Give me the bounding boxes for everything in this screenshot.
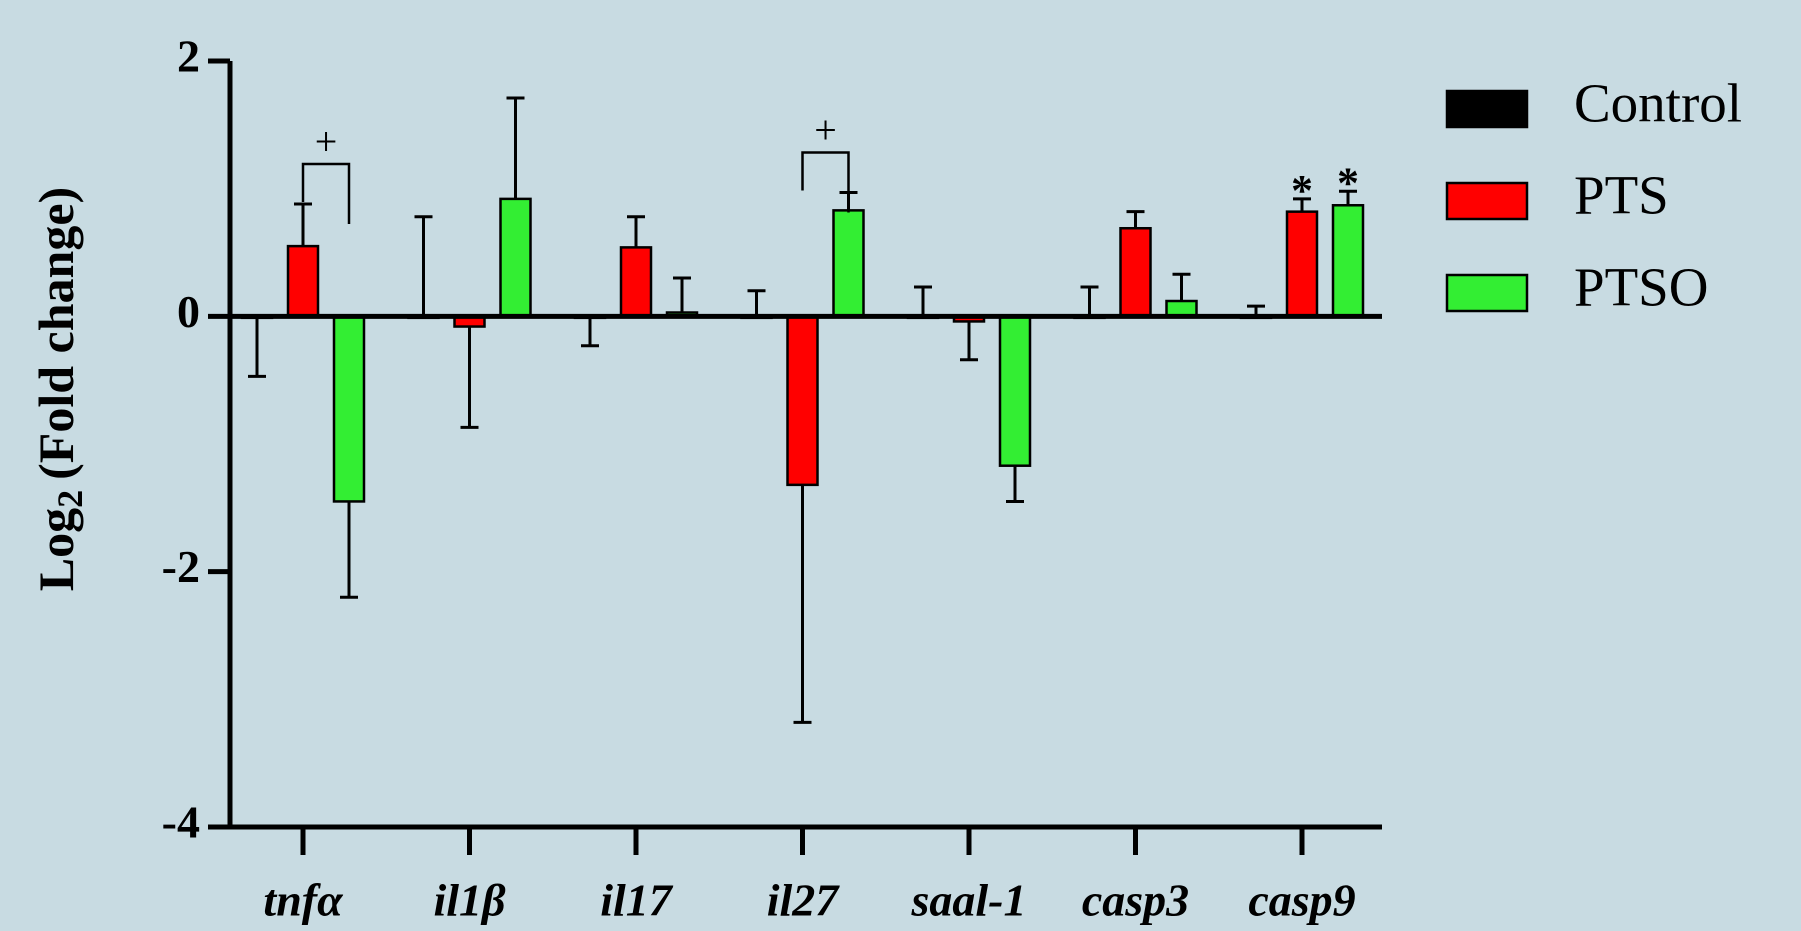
significance-label: * [1291,166,1313,215]
legend-label: PTSO [1574,257,1709,318]
legend-label: Control [1574,73,1742,134]
bar [286,244,320,318]
bar [619,246,653,318]
legend-swatch [1445,273,1529,313]
y-title-part: Log [28,508,84,591]
x-tick-label: il17 [600,875,674,926]
significance-label: + [814,108,837,153]
bar [832,209,865,318]
bar [332,315,366,503]
y-tick-label: -4 [162,797,200,848]
significance-bracket [301,162,351,224]
y-tick-label: -2 [162,541,200,592]
significance-label: + [315,119,338,164]
x-tick-label: il27 [767,875,841,926]
y-tick-label: 2 [177,31,200,82]
x-tick-label: casp9 [1248,875,1355,926]
bar [499,197,532,318]
y-title-part: (Fold change) [28,187,84,480]
bar [1331,204,1365,318]
x-tick-label: casp3 [1082,875,1189,926]
legend-label: PTS [1574,165,1669,226]
x-tick-label: saal-1 [911,875,1027,926]
legend-swatch [1445,89,1529,129]
bar [1119,226,1152,318]
legend-swatch [1445,181,1529,221]
y-tick-label: 0 [177,286,200,337]
bar [1285,210,1319,318]
significance-label: * [1337,158,1359,207]
y-title-part: 2 [50,490,90,508]
x-tick-label: il1β [433,875,506,926]
x-tick-label: tnfα [263,875,344,926]
y-axis-title: Log2 (Fold change) [28,187,90,591]
bar [998,315,1032,467]
bar [786,315,819,487]
significance-bracket [801,151,850,213]
